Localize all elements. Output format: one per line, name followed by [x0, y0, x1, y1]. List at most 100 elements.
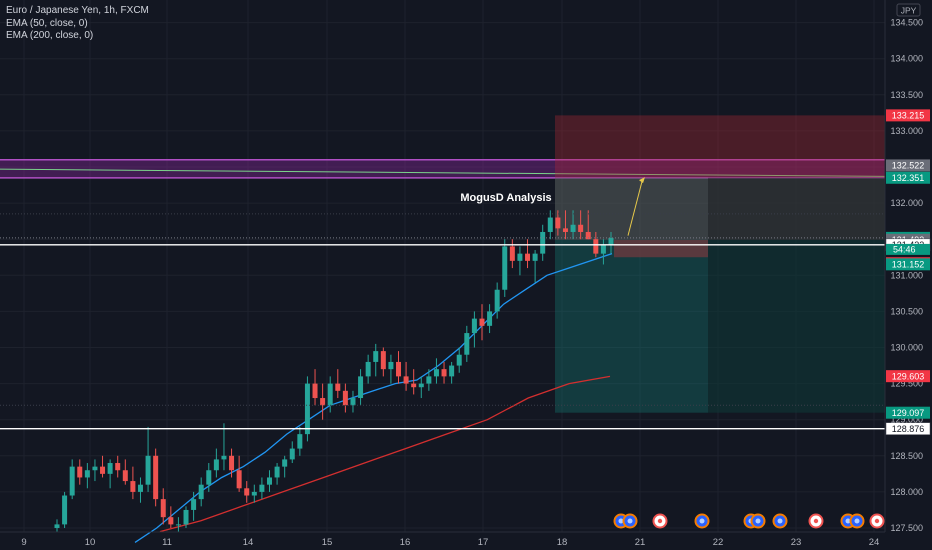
candle-body	[175, 524, 181, 526]
candle	[471, 311, 477, 348]
price-label[interactable]: 132.522	[886, 159, 930, 172]
candle-body	[449, 365, 455, 377]
candle	[84, 463, 90, 489]
projection-arrow	[627, 181, 643, 236]
candle-body	[441, 369, 447, 377]
candle	[312, 369, 318, 406]
candle-body	[456, 354, 462, 366]
candle	[229, 448, 235, 478]
candle	[570, 210, 576, 240]
currency-label: JPY	[901, 6, 917, 16]
ema-lines	[134, 252, 613, 543]
time-tick-label: 18	[557, 537, 568, 548]
candle-body	[312, 383, 318, 399]
candle	[274, 463, 280, 485]
candle-body	[130, 481, 136, 492]
candle	[411, 369, 417, 395]
candle-body	[578, 224, 584, 232]
candle	[153, 448, 159, 507]
price-label[interactable]: 131.152	[886, 258, 930, 271]
candle	[236, 455, 242, 492]
event-marker-icon[interactable]	[750, 513, 766, 529]
symbol-title[interactable]: Euro / Japanese Yen, 1h, FXCM	[6, 5, 149, 16]
price-axis[interactable]: JPY 127.500 128.000 128.500 129.000 129.500 13…	[884, 0, 932, 550]
price-label-bg	[886, 109, 930, 122]
price-label[interactable]: 129.097	[886, 406, 930, 419]
price-tick-label: 128.500	[890, 451, 923, 461]
candle-body	[525, 253, 531, 261]
candle	[289, 441, 295, 464]
price-label[interactable]: 129.603	[886, 370, 930, 383]
price-label-bg	[885, 422, 931, 435]
take-profit-zone-extension	[708, 177, 885, 413]
candle	[92, 459, 98, 482]
event-marker-icon[interactable]	[849, 513, 865, 529]
candle-body	[221, 455, 227, 460]
candle-body	[380, 351, 386, 370]
candle	[251, 484, 257, 503]
countdown-bg	[886, 243, 930, 255]
ema200-legend[interactable]: EMA (200, close, 0)	[6, 30, 94, 41]
candle	[304, 376, 310, 442]
candle-body	[304, 383, 310, 435]
event-marker-icon[interactable]	[772, 513, 788, 529]
candle	[122, 459, 128, 485]
candle-body	[62, 495, 68, 525]
event-marker-icon[interactable]	[622, 513, 638, 529]
candle-body	[426, 376, 432, 384]
candle-body	[84, 470, 90, 478]
candle-body	[160, 499, 166, 518]
economic-event-flag-icon[interactable]	[869, 513, 885, 529]
price-label-bg	[886, 258, 930, 271]
candle	[244, 481, 250, 503]
candle	[358, 369, 364, 406]
ema50-line	[134, 252, 613, 543]
candle-body	[411, 383, 417, 388]
price-tick-label: 133.000	[890, 126, 923, 136]
candle-body	[570, 224, 576, 232]
price-label-bg	[886, 171, 930, 184]
candle-body	[289, 448, 295, 460]
event-dot	[618, 518, 624, 524]
price-label[interactable]: 128.876	[885, 422, 931, 435]
price-label[interactable]: 133.215	[886, 109, 930, 122]
candle	[221, 423, 227, 471]
economic-event-flag-icon[interactable]	[808, 513, 824, 529]
candle	[449, 361, 455, 384]
candle	[282, 455, 288, 478]
currency-badge	[896, 3, 921, 17]
price-tick-label: 134.000	[890, 54, 923, 64]
candle	[320, 383, 326, 420]
candle-body	[350, 398, 356, 406]
price-label[interactable]: 132.351	[886, 171, 930, 184]
candle-body	[547, 217, 553, 232]
candle-body	[54, 524, 60, 528]
candle-body	[487, 311, 493, 326]
candle-body	[433, 369, 439, 377]
candle-body	[342, 390, 348, 406]
candle	[608, 231, 614, 254]
event-marker-icon[interactable]	[694, 513, 710, 529]
candle-body	[358, 376, 364, 399]
candle	[464, 325, 470, 362]
zones	[0, 115, 886, 413]
candle-body	[540, 231, 546, 254]
time-tick-label: 16	[400, 537, 411, 548]
candle	[403, 361, 409, 391]
time-axis[interactable]: 9 10 11 14 15 16 17 18 21 22 23 24	[0, 531, 885, 548]
price-label-bg	[886, 159, 930, 172]
ema50-legend[interactable]: EMA (50, close, 0)	[6, 17, 88, 29]
candle-body	[153, 455, 159, 500]
candle	[456, 347, 462, 373]
time-tick-label: 14	[243, 537, 254, 548]
event-flag-dot	[657, 518, 663, 524]
candle-body	[213, 459, 219, 471]
event-flag-dot	[813, 518, 819, 524]
price-tick-label: 133.500	[890, 90, 923, 100]
candle	[487, 304, 493, 334]
time-tick-label: 24	[869, 537, 880, 548]
economic-event-flag-icon[interactable]	[652, 513, 668, 529]
candle-body	[373, 351, 379, 362]
